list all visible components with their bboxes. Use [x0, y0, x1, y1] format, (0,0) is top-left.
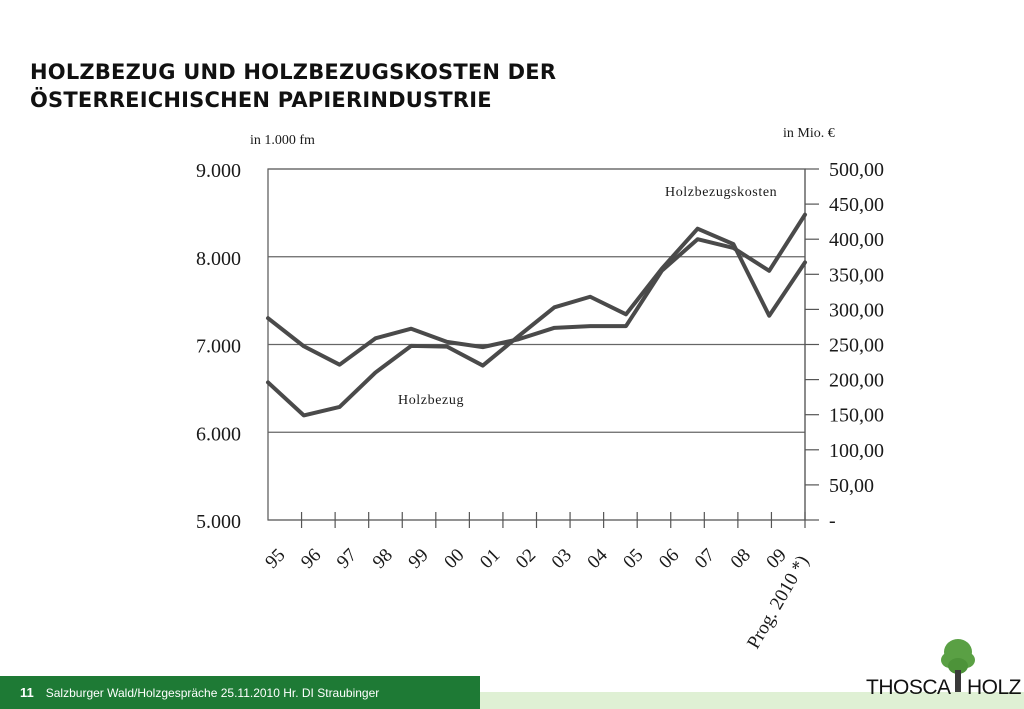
x-tick-label: 96 — [297, 545, 325, 573]
logo-text-right: HOLZ — [967, 676, 1022, 699]
left-tick-label: 7.000 — [196, 336, 241, 358]
left-tick-label: 6.000 — [196, 423, 241, 445]
x-tick-label: 99 — [404, 545, 432, 573]
x-tick-label: 97 — [333, 545, 361, 573]
right-tick-label: 400,00 — [829, 229, 884, 251]
footer-text: Salzburger Wald/Holzgespräche 25.11.2010… — [45, 685, 380, 700]
x-tick-label: 01 — [476, 545, 504, 573]
right-unit-label: in Mio. € — [783, 126, 835, 141]
x-tick-label: 98 — [369, 545, 397, 573]
grid — [267, 168, 806, 521]
series-label-holzbezugskosten: Holzbezugskosten — [665, 185, 777, 200]
x-tick-label: 07 — [691, 545, 719, 573]
right-tick-label: 200,00 — [829, 370, 884, 392]
x-tick-label: 00 — [440, 545, 468, 573]
right-tick-label: 350,00 — [829, 264, 884, 286]
right-tick-label: 250,00 — [829, 335, 884, 357]
x-tick-label: 95 — [261, 545, 289, 573]
left-unit-label: in 1.000 fm — [250, 133, 315, 148]
left-axis: 5.000 6.000 7.000 8.000 9.000 — [196, 160, 241, 533]
x-tick-label: 04 — [583, 544, 612, 573]
right-tick-label: 300,00 — [829, 299, 884, 321]
left-tick-label: 5.000 — [196, 511, 241, 533]
series-line-holzbezugskosten — [266, 226, 807, 418]
slide-title-line-2: ÖSTERREICHISCHEN PAPIERINDUSTRIE — [30, 88, 492, 112]
thosca-holz-logo: THOSCA HOLZ — [862, 636, 1024, 706]
tree-icon — [941, 639, 975, 692]
series — [266, 212, 807, 418]
right-tick-label: 100,00 — [829, 440, 884, 462]
x-tick-label: 08 — [727, 545, 755, 573]
x-tick-label: 02 — [512, 545, 540, 573]
page-number: 11 — [20, 685, 34, 700]
left-tick-label: 8.000 — [196, 248, 241, 270]
x-tick-label: 03 — [548, 545, 576, 573]
slide-title-line-1: HOLZBEZUG UND HOLZBEZUGSKOSTEN DER — [30, 60, 557, 84]
logo-text: THOSCA HOLZ — [866, 676, 1022, 700]
right-axis: - 50,00 100,00 150,00 200,00 250,00 300,00 350,… — [804, 159, 884, 532]
slide-title: HOLZBEZUG UND HOLZBEZUGSKOSTEN DER ÖSTER… — [30, 58, 556, 114]
footer-strip — [480, 692, 1024, 709]
right-tick-label: 150,00 — [829, 405, 884, 427]
series-label-holzbezug: Holzbezug — [398, 393, 464, 408]
right-tick-label: 50,00 — [829, 475, 874, 497]
left-tick-label: 9.000 — [196, 160, 241, 182]
x-tick-label: 06 — [655, 545, 683, 573]
right-tick-label: 450,00 — [829, 194, 884, 216]
series-line-holzbezug — [266, 212, 807, 367]
footer-bar: 11 Salzburger Wald/Holzgespräche 25.11.2… — [0, 676, 480, 709]
x-tick-label: 05 — [619, 545, 647, 573]
logo-text-left: THOSCA — [866, 676, 951, 699]
right-tick-label: 500,00 — [829, 159, 884, 181]
right-tick-label: - — [829, 510, 836, 532]
